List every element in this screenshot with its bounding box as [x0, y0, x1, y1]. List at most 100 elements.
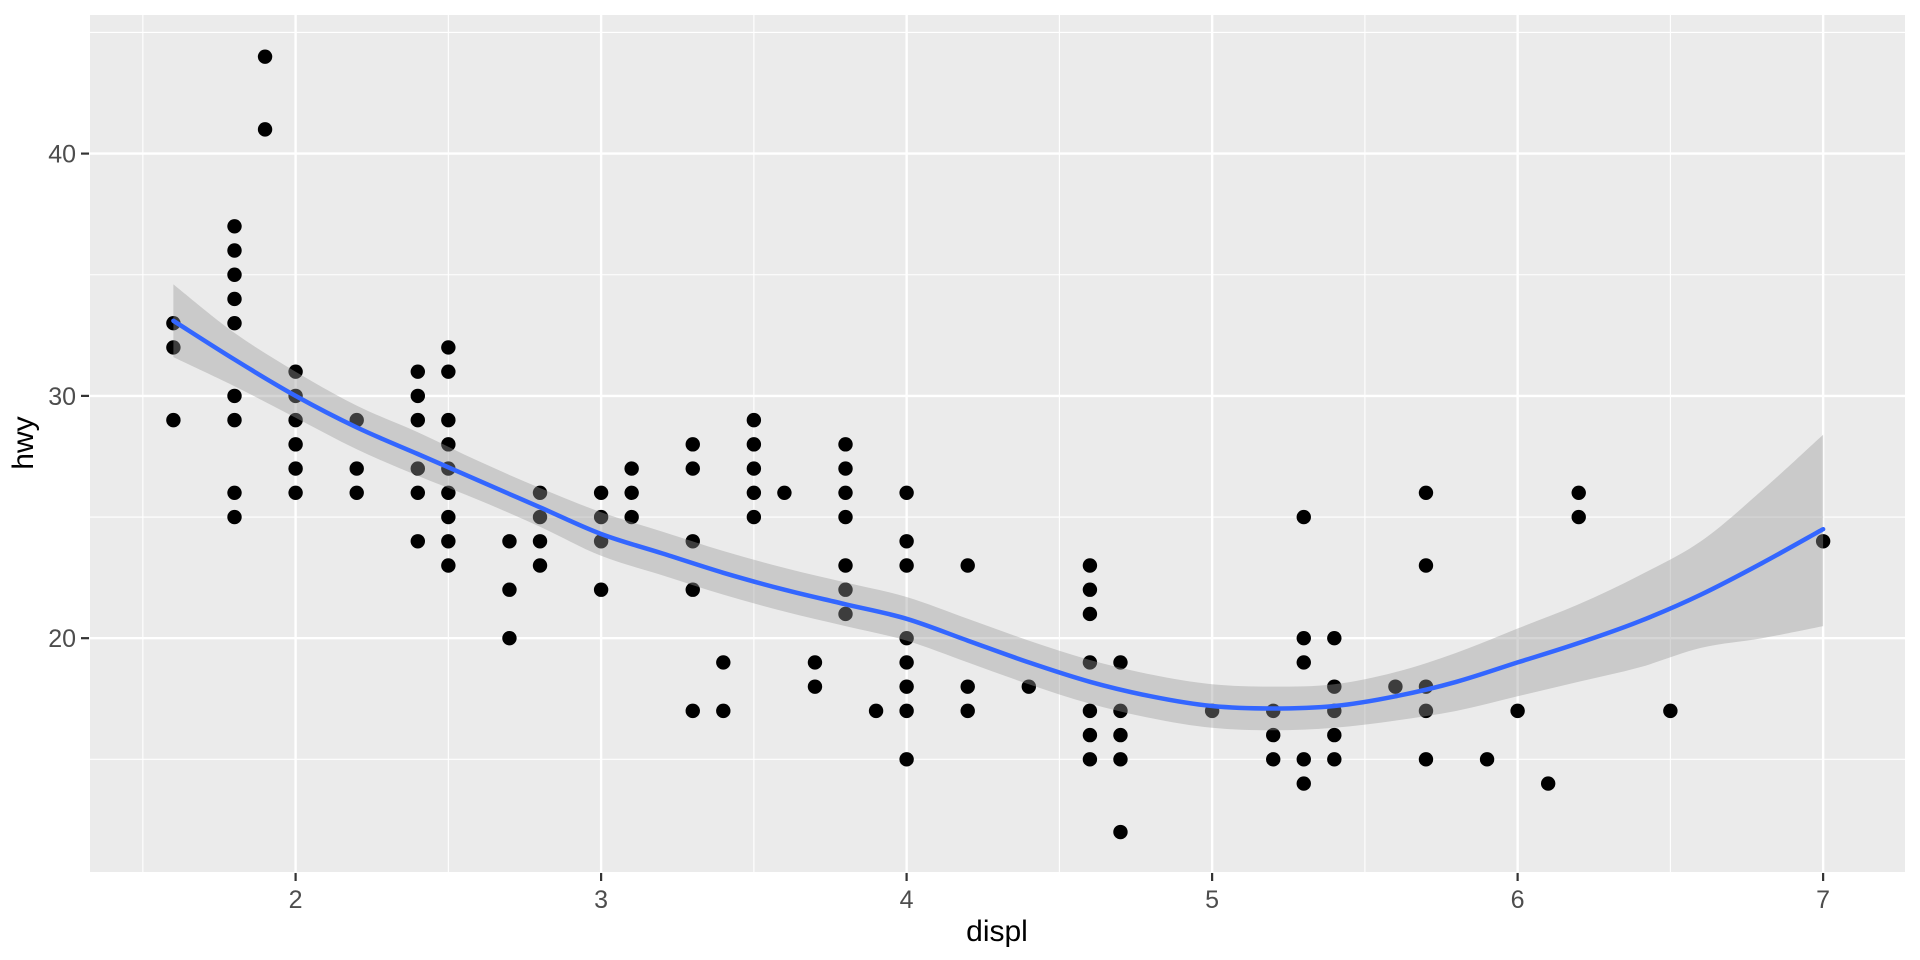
data-point: [838, 606, 853, 622]
data-point: [1082, 727, 1098, 743]
y-axis-title: hwy: [7, 416, 40, 469]
data-point: [1082, 752, 1098, 767]
y-axis-tick-label: 30: [48, 383, 76, 411]
data-point: [1418, 485, 1434, 501]
data-point: [624, 509, 639, 525]
data-point: [1296, 776, 1311, 791]
data-point: [1082, 582, 1098, 597]
plot-panel: 2 3 4 5 6 7 20 30 40: [48, 15, 1905, 914]
data-point: [1510, 703, 1525, 719]
data-point: [410, 534, 426, 549]
data-point: [166, 340, 181, 355]
data-point: [777, 485, 792, 501]
x-axis-tick-label: 3: [594, 886, 608, 914]
data-point: [166, 412, 181, 428]
x-axis-tick-label: 5: [1205, 886, 1219, 914]
data-point: [410, 364, 426, 379]
data-point: [1663, 703, 1678, 719]
data-point: [746, 509, 762, 525]
data-point: [838, 461, 853, 476]
data-point: [746, 412, 762, 428]
data-point: [838, 485, 853, 501]
data-point: [899, 485, 914, 501]
data-point: [1327, 727, 1342, 743]
data-point: [227, 509, 242, 525]
data-point: [227, 316, 242, 331]
data-point: [1388, 679, 1403, 694]
data-point: [441, 340, 456, 355]
data-point: [685, 437, 700, 452]
data-point: [1296, 509, 1311, 525]
x-axis-tick-label: 4: [900, 886, 914, 914]
data-point: [746, 437, 762, 452]
data-point: [685, 582, 700, 597]
data-point: [349, 485, 364, 501]
data-point: [838, 437, 853, 452]
smooth-trend-line: [171, 318, 1826, 711]
data-point: [227, 412, 242, 428]
x-axis-tick-label: 7: [1816, 886, 1830, 914]
data-point: [441, 509, 456, 525]
data-point: [1327, 752, 1342, 767]
data-point: [1296, 752, 1311, 767]
data-point: [257, 122, 273, 137]
data-point: [1327, 630, 1342, 646]
data-point: [899, 679, 914, 694]
data-point: [441, 412, 456, 428]
data-point: [1418, 703, 1434, 719]
data-point: [960, 703, 975, 719]
data-point: [716, 655, 731, 670]
data-point: [349, 461, 364, 476]
data-point: [410, 461, 426, 476]
data-point: [899, 558, 914, 573]
data-point: [899, 534, 914, 549]
data-point: [227, 388, 242, 404]
data-point: [532, 485, 548, 501]
x-axis-tick-label: 6: [1511, 886, 1525, 914]
data-point: [288, 485, 303, 501]
data-point: [227, 243, 242, 258]
data-point: [532, 509, 548, 525]
data-point: [593, 509, 609, 525]
data-point: [1113, 727, 1128, 743]
data-point: [1418, 558, 1434, 573]
data-point: [960, 679, 975, 694]
data-point: [1082, 655, 1098, 670]
data-point: [410, 485, 426, 501]
data-point: [502, 630, 517, 646]
data-point: [716, 703, 731, 719]
x-axis-tick-label: 2: [289, 886, 303, 914]
data-point: [1571, 509, 1586, 525]
data-point: [288, 461, 303, 476]
data-point: [441, 437, 456, 452]
data-point: [899, 752, 914, 767]
data-point: [593, 582, 609, 597]
data-point: [1082, 606, 1098, 622]
data-point: [1296, 630, 1311, 646]
data-point: [502, 534, 517, 549]
data-point: [410, 412, 426, 428]
data-point: [807, 655, 823, 670]
data-point: [502, 582, 517, 597]
data-point: [807, 679, 823, 694]
data-point: [838, 558, 853, 573]
data-point: [1113, 824, 1128, 840]
data-point: [899, 703, 914, 719]
data-point: [685, 461, 700, 476]
y-axis-tick-label: 20: [48, 625, 76, 653]
data-point: [227, 219, 242, 234]
data-point: [1815, 534, 1831, 549]
data-point: [899, 655, 914, 670]
data-point: [838, 582, 853, 597]
data-point: [746, 461, 762, 476]
y-axis-tick-label: 40: [48, 141, 76, 169]
data-point: [960, 558, 975, 573]
data-point: [593, 485, 609, 501]
data-point: [685, 703, 700, 719]
data-point: [746, 485, 762, 501]
data-point: [868, 703, 884, 719]
data-point: [1113, 655, 1128, 670]
data-point: [1571, 485, 1586, 501]
data-point: [1266, 752, 1281, 767]
data-point: [685, 534, 700, 549]
